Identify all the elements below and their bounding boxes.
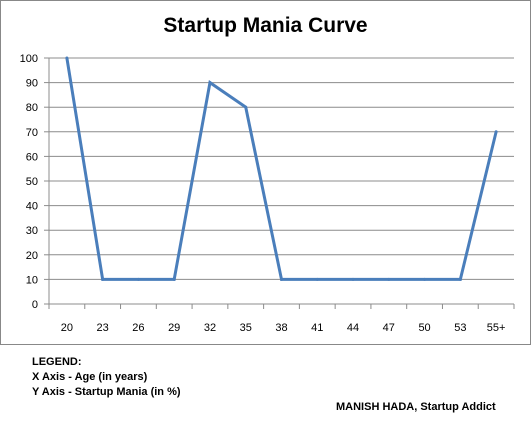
y-tick-label: 10 (26, 274, 38, 286)
data-point (280, 277, 283, 281)
x-tick-label: 35 (240, 322, 252, 334)
data-point (351, 277, 355, 281)
y-tick-label: 0 (32, 299, 38, 311)
x-tick-label: 44 (347, 322, 359, 334)
chart-area: Startup Mania Curve 0 10 20 30 40 50 60 70 80 90 1… (0, 0, 531, 345)
data-point (244, 105, 248, 109)
legend-x-axis: X Axis - Age (in years) (32, 371, 148, 383)
legend-y-axis: Y Axis - Startup Mania (in %) (32, 386, 181, 398)
chart-plot: 0 10 20 30 40 50 60 70 80 90 100 20 23 26 29 32 35 38 41 4… (20, 53, 515, 334)
chart-title: Startup Mania Curve (163, 14, 368, 37)
y-tick-label: 50 (26, 176, 38, 188)
data-point (494, 130, 498, 134)
x-tick-label: 26 (132, 322, 144, 334)
data-point (101, 277, 105, 281)
data-point (208, 81, 212, 85)
y-tick-labels: 0 10 20 30 40 50 60 70 80 90 100 (20, 53, 38, 311)
x-tick-label: 41 (311, 322, 323, 334)
y-tick-label: 30 (26, 225, 38, 237)
x-tick-label: 47 (383, 322, 395, 334)
y-tick-label: 20 (26, 250, 38, 262)
axes (44, 57, 515, 309)
x-tick-label: 38 (275, 322, 287, 334)
legend-heading: LEGEND: (32, 356, 82, 368)
data-point (172, 277, 176, 281)
data-point (423, 277, 427, 281)
x-tick-label: 29 (168, 322, 180, 334)
y-tick-label: 40 (26, 201, 38, 213)
data-point (65, 56, 69, 60)
y-tick-label: 60 (26, 151, 38, 163)
gridlines (49, 57, 514, 280)
data-series (65, 56, 498, 281)
x-tick-label: 50 (418, 322, 430, 334)
x-tick-label: 55+ (487, 322, 506, 334)
data-point (136, 277, 140, 281)
data-point (315, 277, 319, 281)
y-tick-label: 90 (26, 78, 38, 90)
x-tick-labels: 20 23 26 29 32 35 38 41 44 47 50 53 55+ (61, 322, 506, 334)
x-tick-label: 53 (454, 322, 466, 334)
legend-block: LEGEND: X Axis - Age (in years) Y Axis -… (32, 355, 181, 400)
x-tick-label: 20 (61, 322, 73, 334)
data-point (387, 277, 391, 281)
y-tick-label: 100 (20, 53, 38, 65)
x-tick-label: 23 (97, 322, 109, 334)
y-tick-label: 70 (26, 127, 38, 139)
y-tick-label: 80 (26, 102, 38, 114)
x-tick-label: 32 (204, 322, 216, 334)
series-line (65, 57, 498, 281)
author-credit: MANISH HADA, Startup Addict (336, 401, 496, 413)
data-point (458, 277, 462, 281)
